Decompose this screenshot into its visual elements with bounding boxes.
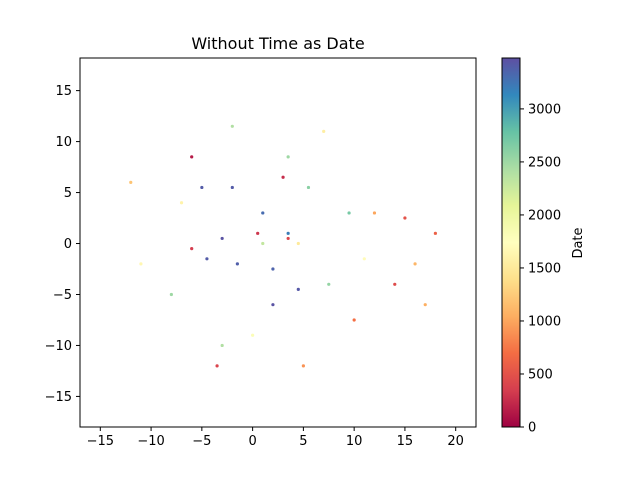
scatter-point bbox=[413, 262, 417, 266]
scatter-point bbox=[200, 185, 204, 190]
scatter-point bbox=[230, 185, 234, 190]
scatter-point bbox=[327, 282, 331, 286]
scatter-point bbox=[433, 231, 437, 235]
scatter-point bbox=[256, 231, 260, 235]
scatter-point bbox=[286, 236, 290, 241]
y-tick-label: 10 bbox=[55, 135, 72, 150]
y-tick-label: −15 bbox=[45, 390, 72, 405]
scatter-point bbox=[286, 155, 290, 159]
x-tick-label: 10 bbox=[346, 434, 363, 449]
scatter-point bbox=[220, 236, 224, 241]
y-tick-label: −5 bbox=[53, 288, 72, 303]
scatter-point bbox=[281, 175, 285, 179]
x-tick-label: −15 bbox=[87, 434, 114, 449]
scatter-point bbox=[190, 247, 194, 251]
scatter-point bbox=[271, 267, 275, 271]
colorbar-frame bbox=[501, 57, 521, 428]
colorbar-tick-label: 1500 bbox=[528, 261, 561, 276]
scatter-point bbox=[205, 257, 209, 261]
x-tick-label: −10 bbox=[137, 434, 164, 449]
scatter-point bbox=[271, 303, 275, 307]
scatter-point bbox=[169, 292, 173, 297]
x-tick-label: 0 bbox=[248, 434, 256, 449]
scatter-point bbox=[129, 180, 133, 184]
colorbar-axis: 0 500 1000 1500 2000 2500 3000 bbox=[520, 102, 561, 436]
scatter-point bbox=[423, 303, 427, 307]
plot-frame bbox=[79, 57, 477, 428]
x-tick-label: 5 bbox=[299, 434, 307, 449]
colorbar-tick-label: 0 bbox=[528, 421, 536, 436]
scatter-point bbox=[235, 262, 239, 266]
scatter-point bbox=[347, 211, 351, 215]
colorbar-label: Date bbox=[571, 227, 586, 258]
scatter-point bbox=[322, 129, 326, 133]
scatter-point bbox=[179, 201, 184, 205]
colorbar-tick-label: 3000 bbox=[528, 102, 561, 117]
colorbar-tick-label: 1000 bbox=[528, 314, 561, 329]
y-tick-label: −10 bbox=[45, 339, 72, 354]
scatter-point bbox=[251, 333, 255, 337]
scatter-point bbox=[286, 231, 290, 235]
x-tick-label: 15 bbox=[397, 434, 414, 449]
scatter-point bbox=[352, 318, 356, 322]
scatter-point bbox=[296, 287, 300, 291]
y-axis: 15 10 5 0 −5 −10 −15 bbox=[45, 84, 80, 405]
scatter-point bbox=[301, 364, 305, 368]
scatter-point bbox=[230, 124, 234, 128]
x-tick-label: 20 bbox=[447, 434, 464, 449]
scatter-point bbox=[190, 155, 194, 159]
scatter-points bbox=[129, 124, 437, 368]
colorbar-tick-label: 2000 bbox=[528, 208, 561, 223]
colorbar-tick-label: 2500 bbox=[528, 155, 561, 170]
y-tick-label: 0 bbox=[64, 237, 72, 252]
scatter-point bbox=[261, 211, 265, 215]
scatter-point bbox=[139, 262, 143, 266]
scatter-point bbox=[215, 364, 219, 368]
colorbar bbox=[502, 58, 520, 427]
scatter-point bbox=[362, 257, 366, 261]
x-axis: −15 −10 −5 0 5 10 15 20 bbox=[87, 427, 464, 449]
scatter-point bbox=[261, 241, 265, 246]
scatter-point bbox=[393, 282, 397, 286]
scatter-point bbox=[306, 185, 311, 190]
y-tick-label: 15 bbox=[55, 84, 72, 99]
chart-title: Without Time as Date bbox=[191, 34, 364, 53]
scatter-point bbox=[220, 343, 224, 348]
colorbar-tick-label: 500 bbox=[528, 367, 553, 382]
y-tick-label: 5 bbox=[64, 186, 72, 201]
scatter-point bbox=[403, 216, 407, 220]
x-tick-label: −5 bbox=[192, 434, 211, 449]
scatter-point bbox=[372, 211, 377, 215]
scatter-point bbox=[296, 241, 300, 246]
